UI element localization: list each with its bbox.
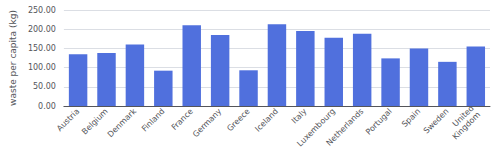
svg-text:50.00: 50.00	[33, 82, 56, 91]
svg-text:Iceland: Iceland	[253, 107, 280, 134]
svg-text:200.00: 200.00	[28, 25, 56, 34]
svg-text:Portugal: Portugal	[364, 107, 394, 137]
svg-text:United: United	[450, 103, 476, 129]
svg-text:Denmark: Denmark	[106, 107, 139, 140]
svg-text:Greece: Greece	[225, 107, 252, 134]
svg-text:Germany: Germany	[191, 107, 224, 140]
svg-text:150.00: 150.00	[28, 44, 56, 53]
svg-text:Sweden: Sweden	[422, 107, 451, 136]
svg-text:Spain: Spain	[400, 107, 422, 129]
svg-text:Netherlands: Netherlands	[325, 107, 366, 148]
svg-text:250.00: 250.00	[28, 6, 56, 15]
svg-text:Finland: Finland	[140, 107, 167, 134]
svg-text:Luxembourg: Luxembourg	[295, 106, 337, 149]
svg-text:Belgium: Belgium	[80, 106, 110, 137]
svg-text:waste per capita (kg): waste per capita (kg)	[8, 10, 18, 106]
svg-text:Austria: Austria	[55, 107, 81, 133]
svg-text:France: France	[170, 107, 195, 132]
svg-text:Kingdom: Kingdom	[451, 110, 482, 141]
svg-text:0.00: 0.00	[38, 102, 56, 111]
svg-text:Italy: Italy	[290, 107, 309, 126]
svg-text:100.00: 100.00	[28, 63, 56, 72]
